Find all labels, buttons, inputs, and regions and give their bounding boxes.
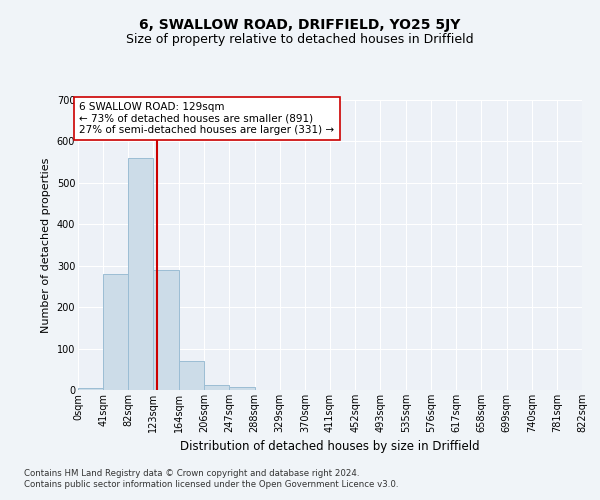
- Bar: [179, 361, 205, 390]
- Text: 6, SWALLOW ROAD, DRIFFIELD, YO25 5JY: 6, SWALLOW ROAD, DRIFFIELD, YO25 5JY: [139, 18, 461, 32]
- Text: 6 SWALLOW ROAD: 129sqm
← 73% of detached houses are smaller (891)
27% of semi-de: 6 SWALLOW ROAD: 129sqm ← 73% of detached…: [79, 102, 334, 136]
- Y-axis label: Number of detached properties: Number of detached properties: [41, 158, 51, 332]
- Text: Contains public sector information licensed under the Open Government Licence v3: Contains public sector information licen…: [24, 480, 398, 489]
- Text: Size of property relative to detached houses in Driffield: Size of property relative to detached ho…: [126, 32, 474, 46]
- Bar: [78, 388, 103, 390]
- X-axis label: Distribution of detached houses by size in Driffield: Distribution of detached houses by size …: [180, 440, 480, 454]
- Bar: [103, 274, 128, 390]
- Bar: [229, 386, 254, 390]
- Text: Contains HM Land Registry data © Crown copyright and database right 2024.: Contains HM Land Registry data © Crown c…: [24, 468, 359, 477]
- Bar: [154, 270, 179, 390]
- Bar: [205, 384, 229, 390]
- Bar: [128, 158, 154, 390]
